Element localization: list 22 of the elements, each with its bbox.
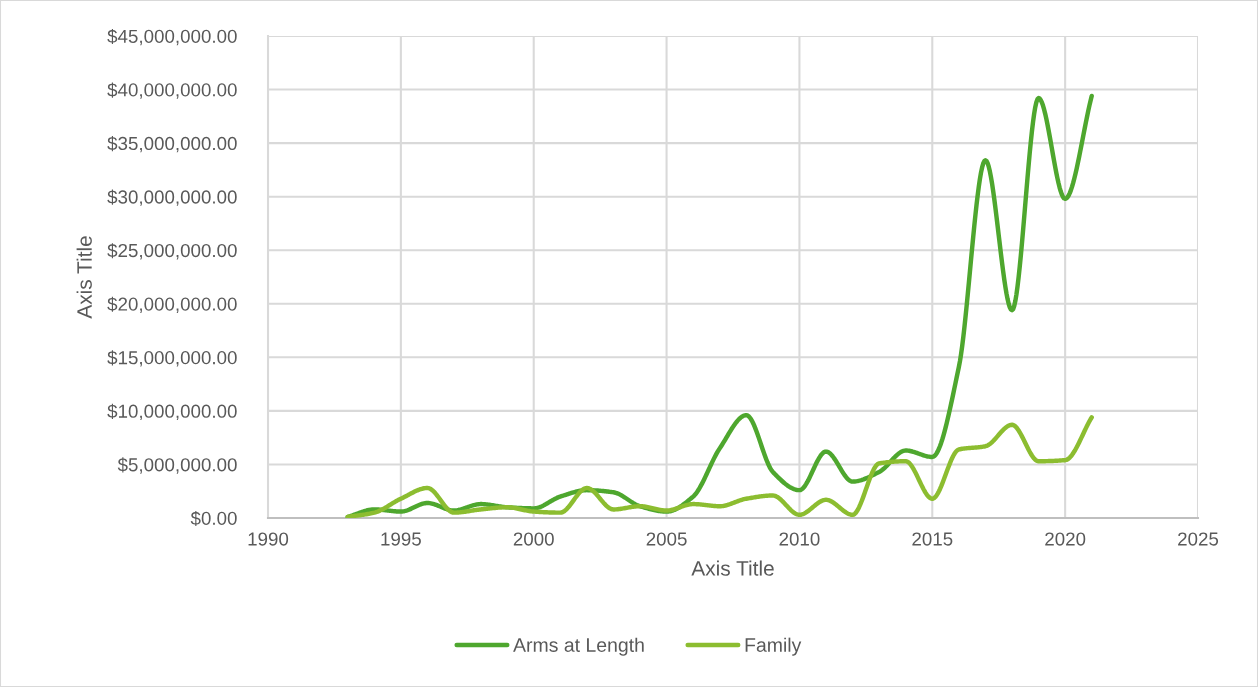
y-tick-label: $5,000,000.00 bbox=[117, 457, 237, 474]
x-tick-label: 1995 bbox=[381, 532, 421, 546]
y-tick-label: $10,000,000.00 bbox=[107, 403, 237, 421]
y-tick-label: $0.00 bbox=[190, 510, 237, 527]
x-tick-label: 2000 bbox=[513, 532, 554, 546]
legend-label: Family bbox=[745, 637, 802, 656]
x-tick-label: 2005 bbox=[646, 532, 687, 546]
y-tick-label: $35,000,000.00 bbox=[107, 136, 237, 153]
x-tick-label: 2010 bbox=[779, 532, 820, 546]
y-tick-label: $40,000,000.00 bbox=[107, 82, 237, 99]
y-tick-label: $15,000,000.00 bbox=[107, 350, 237, 367]
x-axis-title: Axis Title bbox=[691, 560, 774, 576]
y-tick-label: $30,000,000.00 bbox=[107, 189, 237, 206]
x-tick-label: 1990 bbox=[248, 532, 289, 546]
x-tick-label: 2020 bbox=[1045, 532, 1086, 546]
y-tick-label: $45,000,000.00 bbox=[107, 28, 237, 46]
x-tick-label: 2015 bbox=[912, 532, 953, 546]
y-axis-title: Axis Title bbox=[76, 236, 92, 319]
y-tick-label: $25,000,000.00 bbox=[107, 243, 237, 260]
legend-label: Arms at Length bbox=[513, 637, 644, 656]
x-tick-label: 2025 bbox=[1178, 532, 1219, 546]
y-tick-label: $20,000,000.00 bbox=[107, 296, 237, 313]
